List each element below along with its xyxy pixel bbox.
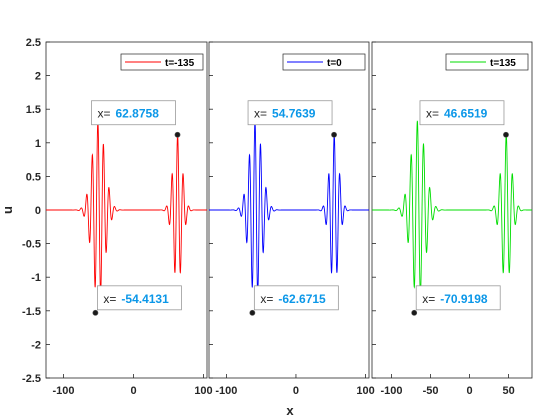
panel-3: -100 -50 0 50 t=135 x= 46.6519 x= -70.9198 — [371, 41, 533, 397]
datatip-value: 54.7639 — [272, 107, 316, 121]
y-tick-label: 1 — [35, 138, 41, 150]
x-tick-label: -50 — [423, 385, 439, 397]
x-tick-label: 0 — [130, 385, 136, 397]
legend-entry: t=135 — [490, 58, 516, 69]
datatip-key: x= — [426, 107, 439, 121]
datatip-marker — [331, 131, 337, 138]
y-tick-label: 0 — [35, 205, 41, 217]
y-tick-label: 1.5 — [26, 104, 41, 116]
series-line — [209, 120, 369, 295]
x-tick-label: -100 — [52, 385, 74, 397]
legend: t=0 — [282, 53, 366, 71]
y-tick-label: 2.5 — [26, 37, 41, 49]
legend-entry: t=0 — [327, 58, 342, 69]
y-tick-label: 2 — [35, 71, 41, 83]
x-tick-label: -100 — [380, 385, 402, 397]
datatip-key: x= — [260, 292, 273, 306]
legend-entry: t=-135 — [165, 58, 195, 69]
x-tick-label: 100 — [356, 385, 374, 397]
datatip-value: -54.4131 — [121, 292, 169, 306]
legend: t=135 — [445, 53, 529, 71]
datatip-box — [97, 285, 182, 311]
datatip-key: x= — [98, 107, 111, 121]
datatip-value: -62.6715 — [278, 292, 326, 306]
datatip: x= -54.4131 — [92, 285, 182, 316]
x-tick-label: 50 — [502, 385, 514, 397]
y-tick-label: -1.5 — [22, 306, 41, 318]
legend: t=-135 — [120, 53, 204, 71]
datatip-key: x= — [422, 292, 435, 306]
datatip-box — [419, 100, 505, 126]
datatip-box — [415, 285, 501, 311]
datatip: x= -62.6715 — [249, 285, 339, 316]
series-line — [46, 120, 207, 295]
panel-2: -100 0 100 t=0 x= 54.7639 x= -62.6715 — [208, 41, 375, 397]
datatip-marker — [503, 131, 509, 138]
datatip-value: 46.6519 — [444, 107, 488, 121]
plot-panels: -100 0 100 t=-135 x= 62.8758 x= -54.4131 -100 0 10… — [45, 41, 533, 397]
datatip: x= 46.6519 — [419, 100, 509, 138]
legend-box — [282, 53, 366, 71]
datatip-box — [91, 100, 176, 126]
y-tick-label: 0.5 — [26, 171, 41, 183]
x-tick-label: -100 — [215, 385, 237, 397]
datatip-box — [253, 285, 339, 311]
y-tick-label: -2 — [31, 339, 41, 351]
datatip-value: -70.9198 — [440, 292, 488, 306]
y-tick-label: -1 — [31, 272, 41, 284]
datatip-key: x= — [254, 107, 267, 121]
datatip: x= 54.7639 — [247, 100, 337, 138]
legend-box — [120, 53, 204, 71]
datatip: x= 62.8758 — [91, 100, 181, 138]
y-axis-label: u — [0, 206, 15, 214]
x-tick-label: 0 — [293, 385, 299, 397]
x-axis-label: x — [286, 403, 294, 418]
y-tick-label: -2.5 — [22, 373, 41, 385]
datatip-box — [247, 100, 333, 126]
datatip-key: x= — [103, 292, 116, 306]
datatip-marker — [249, 309, 256, 316]
y-tick-label: -0.5 — [22, 239, 41, 251]
x-tick-label: 0 — [466, 385, 472, 397]
datatip-value: 62.8758 — [116, 107, 160, 121]
datatip-marker — [92, 309, 99, 316]
y-axis: -2.5 -2 -1.5 -1 -0.5 0 0.5 1 1.5 2 2.5 — [22, 37, 41, 385]
datatip-marker — [174, 131, 181, 138]
datatip: x= -70.9198 — [411, 285, 501, 316]
x-tick-label: 100 — [194, 385, 212, 397]
panel-1: -100 0 100 t=-135 x= 62.8758 x= -54.4131 — [45, 41, 213, 397]
series-line — [372, 120, 532, 295]
datatip-marker — [411, 309, 418, 316]
legend-box — [445, 53, 529, 71]
